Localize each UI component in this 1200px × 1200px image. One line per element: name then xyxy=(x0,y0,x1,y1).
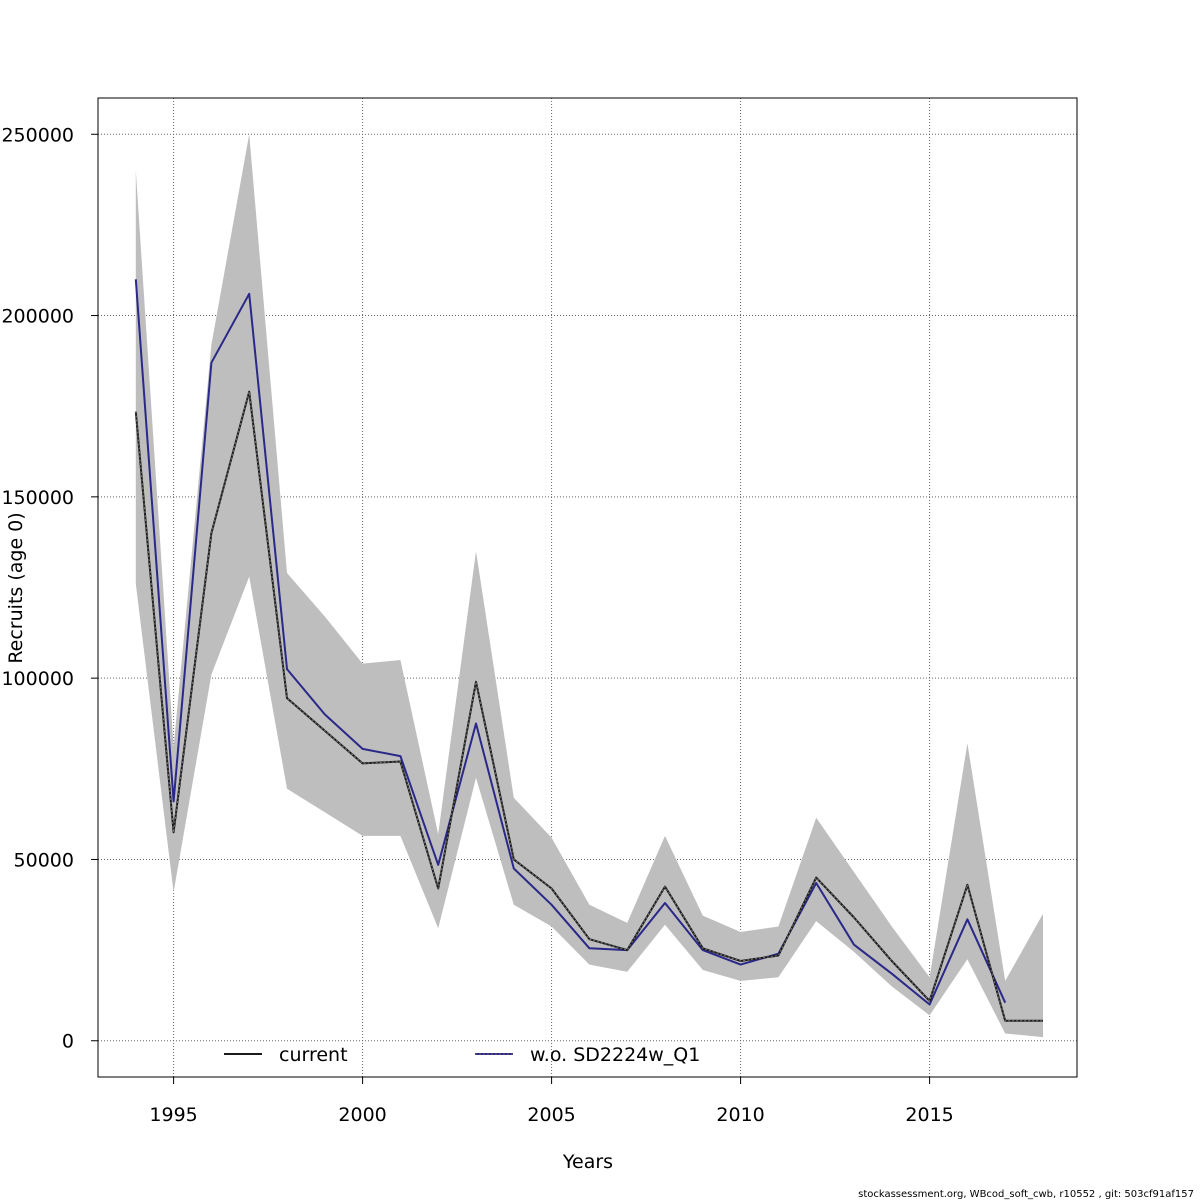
x-tick-label: 2015 xyxy=(905,1104,953,1126)
x-axis: 1995 2000 2005 2010 2015 xyxy=(149,1077,954,1126)
grid-lines xyxy=(98,98,1077,1077)
series-lines xyxy=(134,279,1043,1022)
y-tick-label: 250000 xyxy=(1,124,74,146)
y-tick-label: 200000 xyxy=(1,306,74,328)
x-tick-label: 2010 xyxy=(716,1104,764,1126)
legend: current w.o. SD2224w_Q1 xyxy=(224,1044,700,1066)
y-tick-label: 50000 xyxy=(14,849,74,871)
legend-label-current: current xyxy=(279,1044,348,1066)
x-tick-label: 1995 xyxy=(149,1104,197,1126)
plot-frame xyxy=(97,97,1078,1078)
confidence-band xyxy=(135,134,1044,1038)
y-axis-title: Recruits (age 0) xyxy=(5,512,27,663)
x-tick-label: 2005 xyxy=(527,1104,575,1126)
series-line-current xyxy=(134,390,1043,1022)
x-tick-label: 2000 xyxy=(338,1104,386,1126)
y-tick-label: 150000 xyxy=(1,487,74,509)
series-line-wo-sd2224w-q1 xyxy=(134,279,1007,1006)
y-tick-label: 100000 xyxy=(1,668,74,690)
legend-label-wo-sd2224w-q1: w.o. SD2224w_Q1 xyxy=(530,1044,700,1066)
x-axis-title: Years xyxy=(562,1151,613,1173)
footer-credit: stockassessment.org, WBcod_soft_cwb, r10… xyxy=(858,1189,1194,1200)
y-tick-label: 0 xyxy=(62,1031,74,1053)
y-axis: 0 50000 100000 150000 200000 250000 xyxy=(1,124,98,1053)
